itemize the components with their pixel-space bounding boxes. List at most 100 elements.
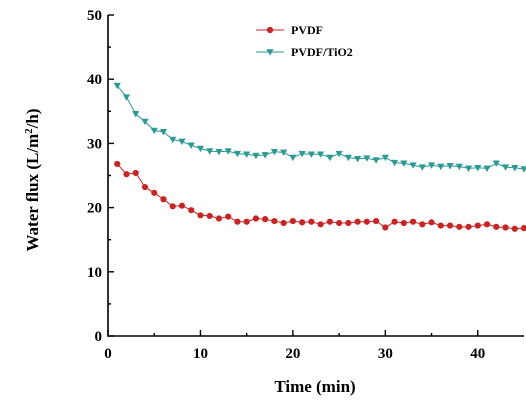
pvdf-point: [271, 217, 278, 225]
x-tick-label: 40: [470, 346, 485, 362]
pvdf-point: [400, 219, 407, 227]
pvdf-line: [116, 163, 525, 230]
pvdf-tio2-point: [196, 145, 205, 153]
pvdf-tio2-point: [298, 150, 306, 158]
pvdf-tio2-point: [113, 82, 121, 90]
pvdf-point: [474, 222, 481, 229]
pvdf-point: [151, 189, 158, 196]
x-tick-label: 0: [104, 346, 112, 362]
pvdf-tio2-point: [122, 94, 131, 101]
pvdf-point: [446, 222, 454, 229]
pvdf-point: [225, 213, 232, 220]
pvdf-point: [372, 217, 380, 225]
pvdf-point: [160, 196, 167, 203]
pvdf-point: [363, 218, 370, 225]
pvdf-tio2-point: [437, 163, 445, 171]
x-axis-title: Time (min): [274, 377, 355, 396]
pvdf-point: [299, 219, 306, 226]
pvdf-point: [336, 219, 343, 227]
plot-axes: [107, 15, 524, 337]
pvdf-tio2-point: [280, 149, 288, 157]
pvdf-tio2-point: [215, 148, 223, 156]
pvdf-point: [141, 183, 149, 191]
x-tick-label: 10: [193, 346, 208, 362]
y-tick-label: 40: [87, 72, 102, 88]
pvdf-point: [178, 202, 186, 209]
pvdf-tio2-point: [372, 157, 380, 164]
pvdf-point: [188, 207, 195, 214]
pvdf-point: [502, 224, 509, 231]
pvdf-tio2-point: [224, 148, 232, 155]
pvdf-tio2-point: [520, 166, 526, 173]
pvdf-tio2-point: [344, 154, 352, 162]
y-tick-label: 50: [87, 8, 102, 24]
pvdf-tio2-point: [335, 150, 343, 158]
pvdf-tio2-point: [150, 127, 158, 135]
pvdf-point: [132, 169, 139, 177]
series-pvdf-tio2: [113, 82, 526, 173]
legend: PVDF PVDF/TiO2: [256, 23, 353, 59]
x-tick-label: 30: [378, 346, 393, 362]
pvdf-tio2-point: [483, 165, 491, 173]
pvdf-tio2-point: [409, 162, 417, 169]
pvdf-tio2-point: [132, 111, 140, 118]
x-tick-label: 20: [285, 346, 300, 362]
y-tick-label: 10: [87, 265, 102, 281]
pvdf-tio2-point: [464, 165, 473, 173]
pvdf-tio2-point: [390, 159, 399, 167]
pvdf-tio2-point: [501, 164, 510, 171]
pvdf-tio2-point: [159, 129, 168, 136]
pvdf-point: [437, 222, 444, 229]
legend-item-pvdf: PVDF: [256, 23, 323, 37]
pvdf-tio2-point: [233, 150, 242, 158]
y-tick-label: 20: [87, 201, 102, 217]
pvdf-tio2-point: [474, 164, 482, 172]
pvdf-tio2-point: [252, 152, 260, 160]
y-axis-title-tail: /h): [23, 108, 42, 129]
pvdf-point: [215, 215, 223, 222]
pvdf-tio2-point: [446, 163, 454, 170]
series-pvdf: [114, 160, 526, 232]
pvdf-point: [391, 218, 398, 225]
pvdf-point: [317, 221, 324, 228]
pvdf-point: [289, 217, 296, 225]
pvdf-point: [326, 218, 333, 225]
pvdf-point: [169, 203, 176, 210]
pvdf-tio2-point: [316, 151, 325, 159]
y-tick-label: 30: [87, 136, 102, 152]
pvdf-point: [114, 160, 121, 168]
pvdf-point: [354, 218, 361, 225]
pvdf-tio2-point: [187, 142, 195, 150]
pvdf-tio2-point: [307, 151, 316, 159]
pvdf-tio2-point: [289, 154, 297, 162]
pvdf-point: [419, 221, 426, 228]
pvdf-point: [345, 219, 352, 227]
pvdf-tio2-point: [169, 136, 177, 144]
pvdf-tio2-point: [427, 162, 436, 169]
pvdf-point: [483, 221, 491, 228]
pvdf-tio2-point: [141, 118, 149, 126]
pvdf-tio2-point: [400, 160, 408, 168]
pvdf-tio2-point: [270, 148, 279, 156]
pvdf-point: [266, 26, 274, 34]
pvdf-point: [206, 212, 213, 220]
axis-frame: [107, 15, 524, 337]
pvdf-point: [308, 218, 315, 225]
pvdf-point: [465, 223, 472, 230]
pvdf-point: [234, 218, 241, 225]
pvdf-point: [123, 171, 130, 178]
pvdf-tio2-point: [511, 164, 519, 172]
pvdf-point: [243, 218, 250, 225]
axis-ticks: 0 10 20 30 40 50 0 10 20 30 40: [87, 8, 485, 362]
pvdf-tio2-point: [418, 164, 426, 171]
pvdf-tio2-point: [178, 138, 186, 146]
pvdf-tio2-point: [353, 155, 362, 163]
pvdf-point: [428, 219, 435, 226]
pvdf-point: [382, 224, 389, 231]
legend-label: PVDF: [291, 23, 323, 37]
pvdf-tio2-point: [381, 154, 389, 162]
pvdf-point: [511, 225, 518, 232]
legend-item-pvdf-tio2: PVDF/TiO2: [256, 45, 353, 59]
pvdf-tio2-point: [492, 160, 500, 168]
